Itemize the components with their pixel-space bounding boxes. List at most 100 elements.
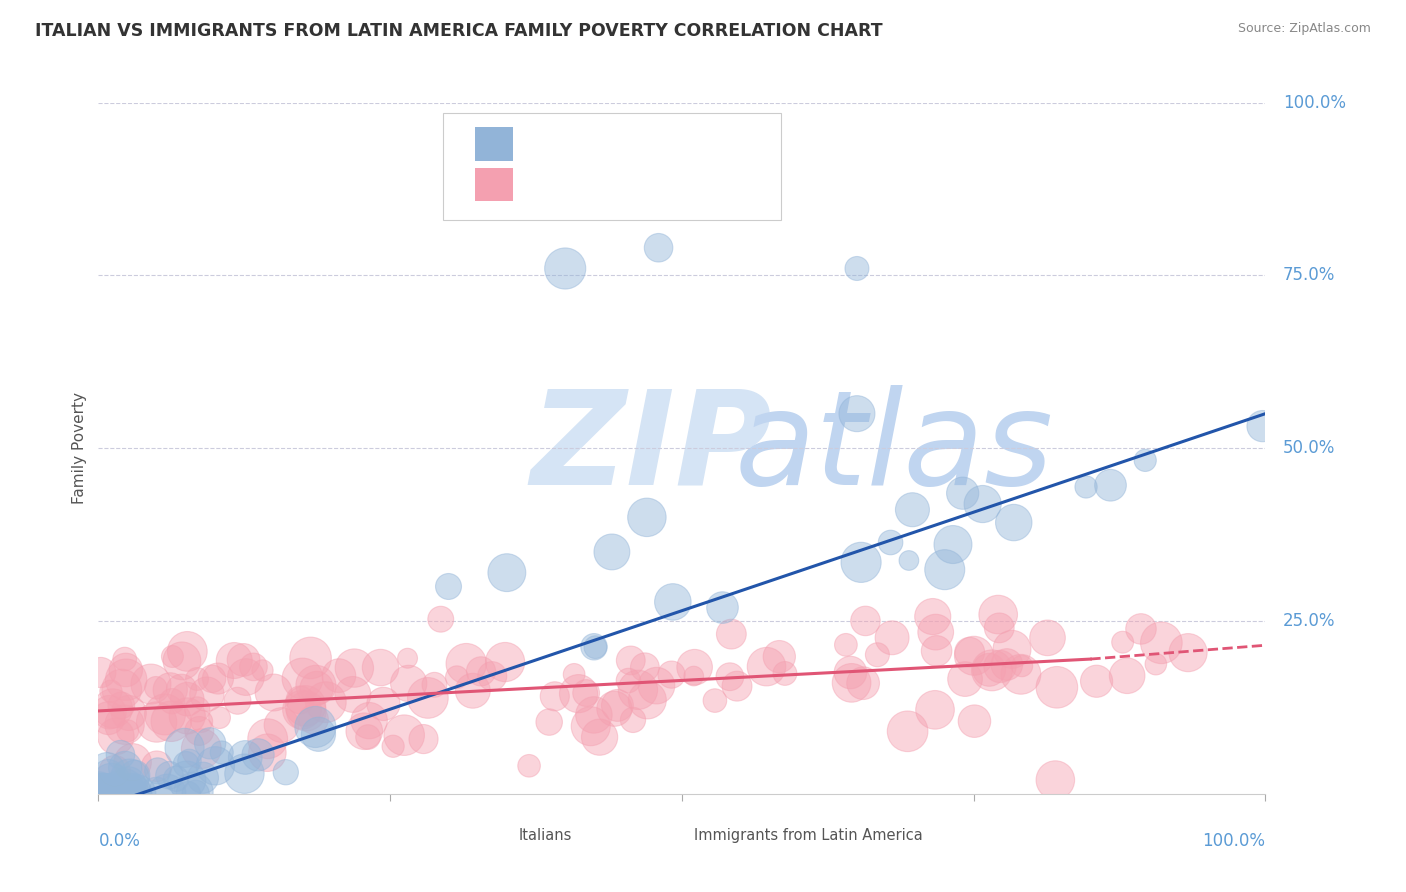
- Point: [232, 653, 254, 667]
- Point: [583, 640, 606, 655]
- Point: [89, 787, 111, 801]
- Point: [112, 782, 135, 797]
- Point: [934, 563, 956, 577]
- Point: [145, 714, 167, 729]
- FancyBboxPatch shape: [443, 113, 782, 220]
- Point: [582, 640, 605, 654]
- Point: [270, 718, 292, 732]
- Point: [866, 648, 889, 662]
- Point: [117, 787, 139, 801]
- Point: [554, 261, 576, 276]
- Point: [600, 545, 623, 559]
- Point: [176, 773, 198, 788]
- Point: [112, 787, 135, 801]
- Point: [114, 663, 136, 677]
- Point: [603, 702, 626, 716]
- Text: R = 0.283: R = 0.283: [534, 175, 624, 194]
- Point: [897, 724, 920, 739]
- Point: [162, 649, 184, 664]
- Point: [186, 702, 208, 716]
- Text: 50.0%: 50.0%: [1282, 439, 1336, 458]
- Point: [121, 756, 143, 770]
- Point: [110, 787, 132, 801]
- Point: [661, 667, 683, 681]
- Point: [256, 731, 278, 746]
- Point: [165, 772, 187, 786]
- Point: [121, 787, 143, 801]
- FancyBboxPatch shape: [658, 829, 688, 844]
- Point: [718, 670, 741, 684]
- Text: R = 0.628: R = 0.628: [534, 135, 624, 153]
- Point: [145, 681, 167, 695]
- Point: [211, 746, 233, 760]
- Point: [204, 759, 226, 773]
- Point: [105, 787, 128, 801]
- FancyBboxPatch shape: [475, 128, 513, 161]
- Point: [94, 787, 117, 801]
- Point: [176, 644, 198, 658]
- Point: [198, 736, 221, 750]
- Point: [662, 595, 685, 609]
- Point: [94, 787, 117, 801]
- Point: [544, 690, 567, 704]
- Point: [305, 678, 328, 692]
- Point: [118, 706, 141, 720]
- Point: [897, 553, 920, 567]
- Point: [124, 768, 146, 782]
- Point: [224, 654, 246, 668]
- Point: [160, 714, 183, 729]
- Point: [294, 698, 316, 713]
- Point: [87, 783, 110, 797]
- Point: [683, 660, 706, 674]
- Point: [186, 672, 208, 686]
- Point: [108, 787, 131, 801]
- Point: [1001, 642, 1024, 657]
- Point: [343, 661, 366, 675]
- Point: [103, 787, 125, 801]
- Point: [91, 787, 114, 801]
- Point: [98, 705, 121, 719]
- Point: [768, 649, 790, 664]
- Point: [302, 712, 325, 726]
- Point: [97, 787, 120, 801]
- Point: [1046, 681, 1069, 695]
- Point: [263, 685, 285, 699]
- Point: [233, 766, 256, 780]
- Point: [100, 787, 122, 801]
- Point: [173, 740, 195, 755]
- Point: [392, 728, 415, 742]
- Point: [107, 787, 129, 801]
- Point: [159, 768, 181, 782]
- Point: [995, 657, 1018, 672]
- Point: [359, 714, 381, 728]
- Point: [446, 670, 468, 684]
- Point: [304, 720, 326, 734]
- Point: [96, 787, 118, 801]
- Point: [1144, 657, 1167, 672]
- Point: [979, 663, 1001, 677]
- Text: Immigrants from Latin America: Immigrants from Latin America: [693, 828, 922, 843]
- Point: [1130, 622, 1153, 636]
- Point: [96, 764, 118, 778]
- Text: N = 107: N = 107: [651, 135, 724, 153]
- Point: [96, 787, 118, 801]
- Point: [159, 682, 181, 697]
- Point: [101, 787, 124, 801]
- Point: [315, 695, 337, 709]
- Point: [342, 688, 364, 702]
- Point: [191, 771, 214, 785]
- FancyBboxPatch shape: [484, 829, 513, 844]
- Point: [517, 759, 540, 773]
- Point: [242, 660, 264, 674]
- Point: [174, 757, 197, 772]
- Point: [924, 703, 946, 717]
- Point: [538, 714, 561, 729]
- Point: [952, 486, 974, 500]
- Point: [398, 676, 420, 690]
- Point: [981, 664, 1004, 678]
- Point: [121, 787, 143, 801]
- Text: N = 144: N = 144: [651, 175, 724, 194]
- Point: [396, 651, 419, 665]
- Point: [1135, 453, 1157, 467]
- Point: [252, 664, 274, 678]
